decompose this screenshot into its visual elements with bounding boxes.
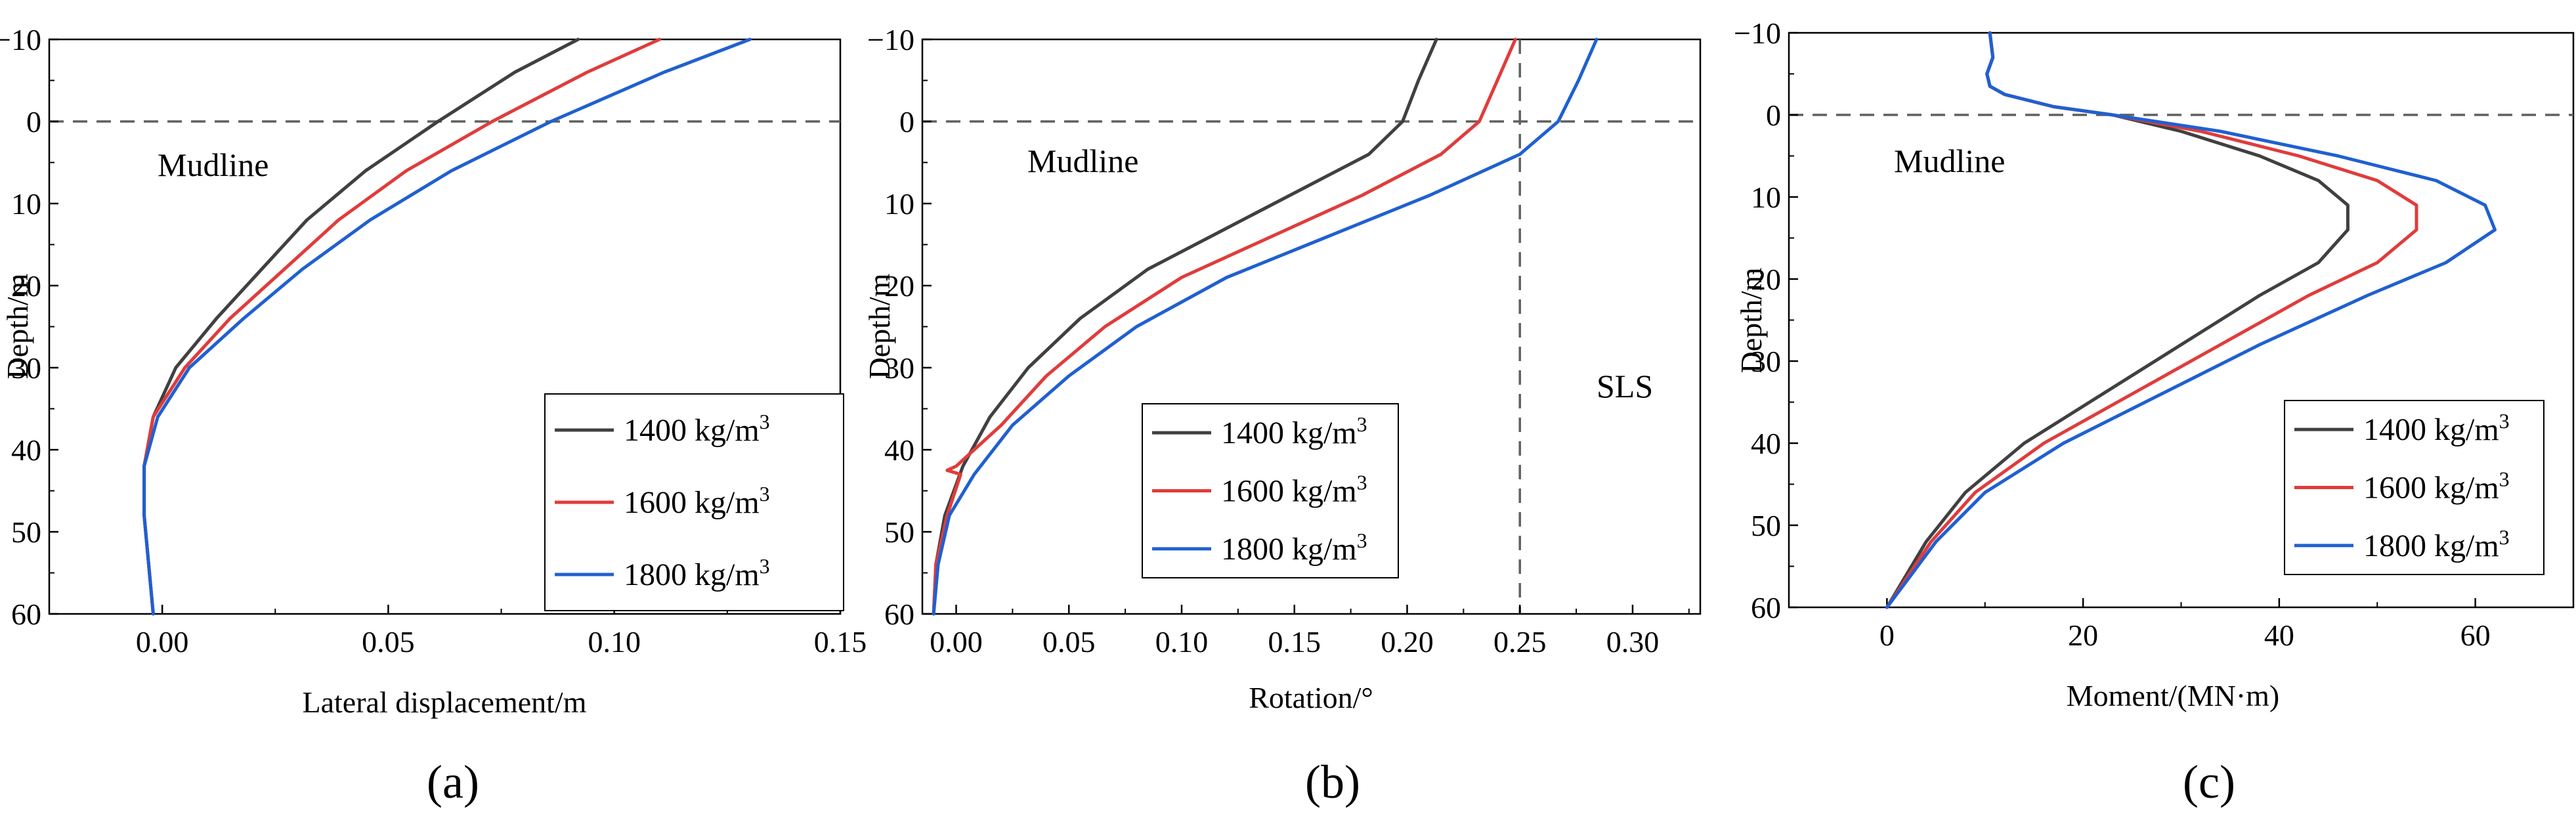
legend-entry-2: 1600 kg/m3 xyxy=(1221,471,1367,509)
y-tick-label: 30 xyxy=(1751,345,1781,378)
mudline-label: Mudline xyxy=(1894,142,2005,179)
y-axis-title: Depth/m xyxy=(863,273,896,379)
y-tick-label: 0 xyxy=(1766,98,1781,132)
legend-entry-1: 1400 kg/m3 xyxy=(624,410,770,448)
legend-entry-3: 1800 kg/m3 xyxy=(2363,525,2510,563)
sls-label: SLS xyxy=(1597,368,1653,404)
y-tick-label: 20 xyxy=(11,269,41,303)
legend-entry-name: 1800 kg/m xyxy=(2363,529,2499,563)
panel-label: (b) xyxy=(1305,756,1360,808)
y-tick-label: 50 xyxy=(1751,509,1781,542)
y-tick-label: 20 xyxy=(884,269,914,303)
legend-entry-name: 1400 kg/m xyxy=(1221,416,1357,450)
y-tick-label: 30 xyxy=(884,351,914,385)
series-line-2 xyxy=(932,37,1517,616)
legend-entry-sup: 3 xyxy=(760,410,770,433)
y-tick-label: 10 xyxy=(1751,181,1781,214)
legend-entry-sup: 3 xyxy=(1357,412,1367,436)
mudline-label: Mudline xyxy=(1027,142,1138,179)
legend-entry-name: 1400 kg/m xyxy=(624,413,760,448)
series-line-1 xyxy=(142,37,580,616)
legend-entry-name: 1600 kg/m xyxy=(2363,471,2499,506)
legend-entry-2: 1600 kg/m3 xyxy=(2363,467,2510,506)
legend-entry-sup: 3 xyxy=(760,554,770,578)
legend-entry-name: 1600 kg/m xyxy=(624,485,760,520)
legend-entry-name: 1800 kg/m xyxy=(624,557,760,592)
y-tick-label: 50 xyxy=(11,515,41,549)
y-tick-label: 40 xyxy=(1751,427,1781,460)
x-tick-label: 0.10 xyxy=(1155,625,1209,659)
legend-entry-sup: 3 xyxy=(2499,467,2510,491)
x-axis-title: Rotation/° xyxy=(1249,681,1373,714)
y-tick-label: −10 xyxy=(1734,16,1781,50)
legend-entry-sup: 3 xyxy=(760,482,770,506)
y-tick-label: 10 xyxy=(884,187,914,221)
y-tick-label: 0 xyxy=(899,105,914,139)
x-axis-title: Moment/(MN·m) xyxy=(2067,679,2280,712)
y-tick-label: 30 xyxy=(11,351,41,385)
legend-entry-1: 1400 kg/m3 xyxy=(2363,409,2510,447)
x-tick-label: 0.20 xyxy=(1381,625,1434,659)
y-tick-label: 40 xyxy=(11,433,41,467)
series-line-3 xyxy=(1885,31,2497,609)
mudline-label: Mudline xyxy=(158,146,268,183)
x-tick-label: 60 xyxy=(2460,618,2491,652)
legend-entry-sup: 3 xyxy=(2499,525,2510,549)
chart-panel-3: −10 0 10 20 30 40 50 60 0 20 40 60 Moment/(MN·m) Dept… xyxy=(1734,16,2575,808)
x-tick-label: 0.15 xyxy=(814,625,867,659)
series-line-1 xyxy=(932,37,1438,616)
y-tick-label: 60 xyxy=(1751,591,1781,624)
x-tick-label: 0.30 xyxy=(1606,625,1660,659)
legend-entry-3: 1800 kg/m3 xyxy=(1221,529,1367,567)
y-tick-label: −10 xyxy=(867,23,914,56)
y-tick-label: 10 xyxy=(11,187,41,221)
panel-label: (c) xyxy=(2183,756,2235,808)
panel-label: (a) xyxy=(427,756,479,808)
y-axis-title: Depth/m xyxy=(1,273,34,379)
chart-panel-1: −10 0 10 20 30 40 50 60 0.00 0.05 0.10 0.15 Lateral … xyxy=(0,23,867,808)
x-tick-label: 20 xyxy=(2068,618,2098,652)
x-tick-label: 40 xyxy=(2264,618,2294,652)
chart-panel-2: SLS −10 0 10 20 30 40 50 60 0.00 0.05 0.10 0.15 0.20 0… xyxy=(863,23,1702,808)
legend-entry-name: 1600 kg/m xyxy=(1221,474,1357,509)
series-line-3 xyxy=(142,37,752,616)
legend-entry-3: 1800 kg/m3 xyxy=(624,554,770,592)
x-tick-label: 0.00 xyxy=(930,625,983,659)
y-tick-label: −10 xyxy=(0,23,41,56)
x-tick-label: 0.10 xyxy=(588,625,641,659)
x-tick-label: 0.05 xyxy=(1042,625,1096,659)
y-tick-label: 60 xyxy=(884,597,914,631)
x-tick-label: 0.15 xyxy=(1268,625,1321,659)
x-tick-label: 0.00 xyxy=(136,625,189,659)
series-line-3 xyxy=(932,37,1599,616)
y-tick-label: 20 xyxy=(1751,263,1781,296)
y-tick-label: 60 xyxy=(11,597,41,631)
y-tick-label: 50 xyxy=(884,515,914,549)
legend-entry-sup: 3 xyxy=(1357,471,1367,494)
legend-entry-sup: 3 xyxy=(1357,529,1367,552)
x-tick-label: 0.05 xyxy=(362,625,415,659)
x-axis-title: Lateral displacement/m xyxy=(303,685,587,719)
legend-entry-name: 1800 kg/m xyxy=(1221,532,1357,567)
y-tick-label: 0 xyxy=(26,105,41,139)
y-axis-title: Depth/m xyxy=(1734,267,1768,373)
y-tick-label: 40 xyxy=(884,433,914,467)
legend-entry-name: 1400 kg/m xyxy=(2363,412,2499,447)
legend-entry-2: 1600 kg/m3 xyxy=(624,482,770,520)
legend-entry-1: 1400 kg/m3 xyxy=(1221,412,1367,450)
legend-entry-sup: 3 xyxy=(2499,409,2510,433)
x-tick-label: 0.25 xyxy=(1493,625,1547,659)
x-tick-label: 0 xyxy=(1879,618,1895,652)
